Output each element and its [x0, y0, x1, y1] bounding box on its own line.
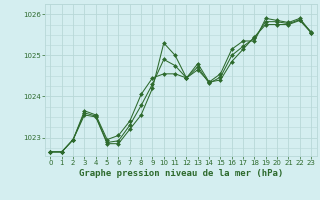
X-axis label: Graphe pression niveau de la mer (hPa): Graphe pression niveau de la mer (hPa) [79, 169, 283, 178]
